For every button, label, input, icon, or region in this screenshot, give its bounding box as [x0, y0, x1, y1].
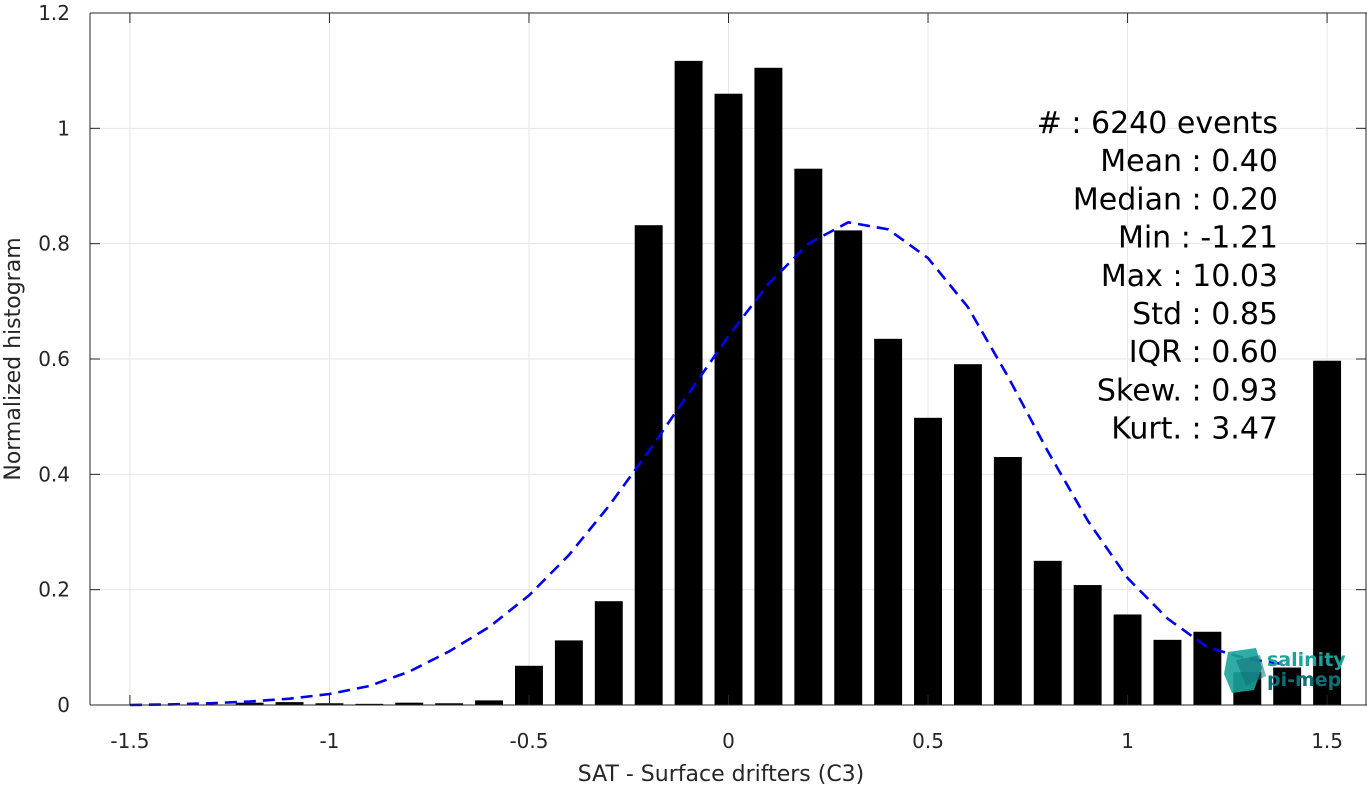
histogram-bar [435, 703, 464, 705]
x-tick-label: -0.5 [509, 729, 548, 753]
x-tick-label: 0 [722, 729, 735, 753]
histogram-bar [1313, 360, 1342, 705]
histogram-bar [1273, 667, 1302, 705]
histogram-bar [953, 364, 982, 705]
logo-text-line1: salinity [1267, 649, 1346, 671]
x-tick-label: 0.5 [912, 729, 944, 753]
histogram-bar [834, 230, 863, 706]
x-tick-label: 1.5 [1311, 729, 1343, 753]
histogram-bar [275, 702, 304, 705]
y-axis-title: Normalized histogram [1, 237, 26, 480]
stats-line: Mean : 0.40 [1100, 144, 1278, 179]
y-tick-label: 0.8 [38, 232, 70, 256]
normal-fit-curve [129, 220, 1288, 707]
histogram-bar [1153, 639, 1182, 705]
x-tick-label: 1 [1121, 729, 1134, 753]
y-tick-label: 0.6 [38, 347, 70, 371]
logo-mark-icon [1224, 648, 1266, 693]
stats-line: Skew. : 0.93 [1097, 373, 1278, 408]
histogram-bar [1073, 585, 1102, 705]
stats-line: Std : 0.85 [1132, 297, 1278, 332]
histogram-bar [1113, 614, 1142, 705]
stats-line: Min : -1.21 [1118, 221, 1278, 256]
y-tick-label: 1.2 [38, 1, 70, 25]
histogram-bar [235, 702, 264, 705]
histogram-bar [674, 60, 703, 705]
histogram-bar [874, 338, 903, 705]
stats-line: Max : 10.03 [1101, 259, 1278, 294]
y-tick-label: 0 [57, 693, 70, 717]
histogram-bar [1033, 560, 1062, 705]
histogram-bar [475, 700, 504, 705]
stats-line: Median : 0.20 [1073, 182, 1278, 217]
histogram-bar [754, 67, 783, 706]
histogram-bar [554, 640, 583, 705]
salinity-pimep-logo: salinity pi-mep [1224, 648, 1346, 693]
logo-text-line2: pi-mep [1267, 669, 1341, 691]
x-axis-title: SAT - Surface drifters (C3) [578, 762, 865, 785]
y-tick-label: 1 [57, 116, 70, 140]
stats-line: Kurt. : 3.47 [1111, 412, 1278, 447]
histogram-bar [1193, 631, 1222, 705]
y-tick-label: 0.4 [38, 462, 70, 486]
histogram-bar [355, 703, 384, 705]
histogram-bar [794, 168, 823, 705]
axes-frame [89, 12, 1367, 706]
histogram-bar [395, 702, 424, 705]
histogram-bar [714, 93, 743, 705]
tick-labels: -1.5 -1 -0.5 0 0.5 1 1.5 0 0.2 0.4 0.6 0.8 1 1.2 [38, 1, 1343, 753]
histogram-bar [914, 417, 942, 705]
x-tick-label: -1 [319, 729, 339, 753]
x-tick-label: -1.5 [110, 729, 149, 753]
histogram-bar [993, 457, 1022, 705]
stats-line: # : 6240 events [1037, 106, 1278, 141]
y-tick-label: 0.2 [38, 578, 70, 602]
histogram-bar [594, 601, 623, 705]
stats-line: IQR : 0.60 [1129, 335, 1278, 370]
